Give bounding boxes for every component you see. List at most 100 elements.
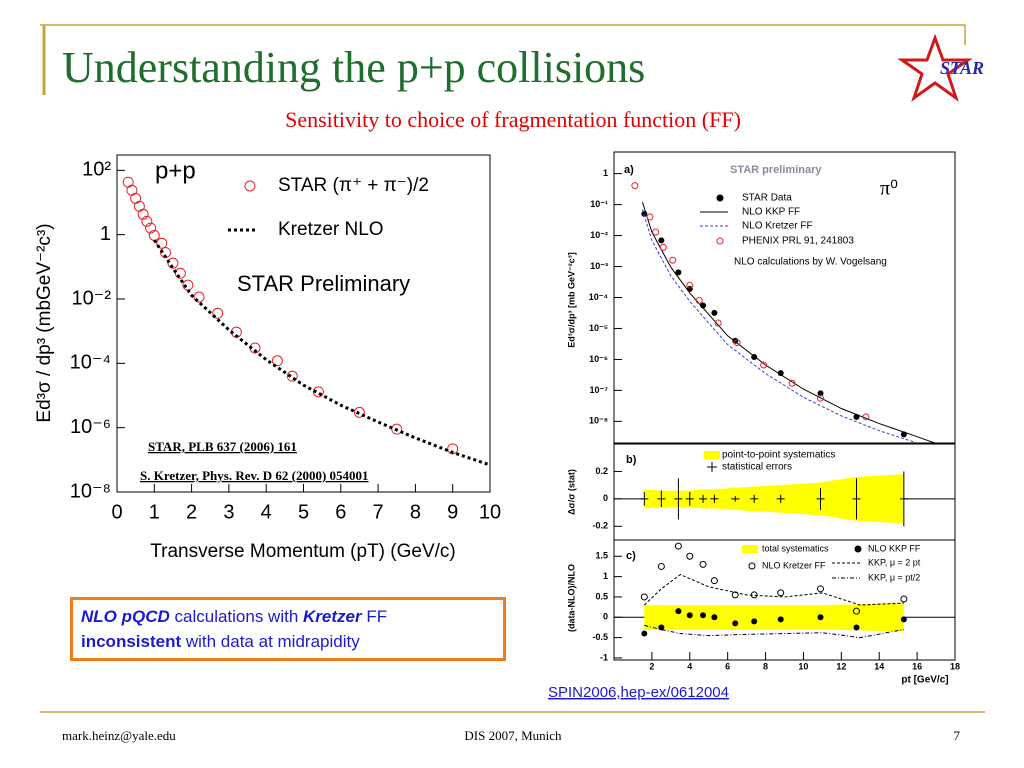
- y-tick-label: 10²: [82, 159, 111, 181]
- legend-swatch: [854, 545, 862, 553]
- x-tick-label: 6: [725, 661, 730, 671]
- note-text: with data at midrapidity: [181, 632, 360, 651]
- x-tick-label: 8: [410, 501, 421, 523]
- x-tick-label: 18: [950, 661, 960, 671]
- data-point: [686, 612, 693, 619]
- annotation: b): [626, 454, 637, 466]
- legend-swatch: [748, 562, 756, 570]
- data-point: [751, 618, 758, 625]
- legend-swatch: [704, 451, 720, 459]
- footer-left: mark.heinz@yale.edu: [62, 728, 176, 743]
- data-point: [193, 291, 205, 303]
- data-point: [760, 361, 768, 369]
- curve: [153, 239, 491, 467]
- legend-label: STAR (π⁺ + π⁻)/2: [278, 175, 429, 196]
- y-axis-label: Ed³σ / dp³ (mbGeV⁻²c³): [34, 223, 55, 422]
- data-point: [695, 297, 703, 305]
- legend-label: PHENIX PRL 91, 241803: [742, 236, 854, 247]
- data-point: [174, 267, 186, 279]
- annotation: p+p: [155, 157, 196, 184]
- x-tick-label: 5: [298, 501, 309, 523]
- data-point: [212, 307, 224, 319]
- y-tick-label: 10⁻⁸: [70, 480, 111, 502]
- y-axis-label: Ed³σ/dp³ [mb GeV⁻²c³]: [566, 252, 576, 347]
- annotation: STAR preliminary: [730, 164, 822, 176]
- y-axis-label: Δσ/σ (stat): [566, 469, 576, 515]
- data-point: [714, 319, 722, 327]
- plot-frame: [613, 151, 956, 444]
- legend-label: NLO Kretzer FF: [742, 221, 813, 232]
- note-box: NLO pQCD calculations with Kretzer FF inc…: [70, 597, 506, 661]
- note-text: NLO pQCD: [81, 607, 170, 626]
- data-point: [631, 182, 639, 190]
- y-tick-label: 1: [603, 571, 608, 581]
- x-tick-label: 4: [687, 661, 692, 671]
- y-tick-label: 1.5: [595, 551, 608, 561]
- data-point: [686, 281, 694, 289]
- data-point: [816, 394, 824, 402]
- note-text: Kretzer: [303, 607, 362, 626]
- data-point: [669, 256, 677, 264]
- data-point: [817, 614, 824, 621]
- x-tick-label: 9: [447, 501, 458, 523]
- x-tick-label: 2: [649, 661, 654, 671]
- note-text: calculations with: [169, 607, 304, 626]
- data-point: [271, 355, 283, 367]
- data-point: [686, 552, 694, 560]
- annotation: NLO calculations by W. Vogelsang: [734, 257, 887, 268]
- data-point: [777, 589, 785, 597]
- annotation: S. Kretzer, Phys. Rev. D 62 (2000) 05400…: [140, 468, 369, 483]
- y-tick-label: 1: [603, 168, 608, 178]
- x-axis-label: pt [GeV/c]: [901, 675, 948, 686]
- data-point: [353, 406, 365, 418]
- logo-text: STAR: [940, 58, 984, 78]
- data-point: [141, 215, 153, 227]
- plot-frame: [116, 154, 491, 493]
- x-tick-label: 1: [149, 501, 160, 523]
- data-point: [658, 237, 665, 244]
- y-tick-label: 0.2: [595, 466, 608, 476]
- y-tick-label: 10⁻⁴: [70, 352, 111, 374]
- y-tick-label: -0.2: [592, 521, 608, 531]
- data-point: [788, 379, 796, 387]
- systematics-band: [644, 603, 904, 632]
- title: Understanding the p+p collisions: [62, 43, 645, 92]
- y-tick-label: 1: [100, 223, 111, 245]
- curve: [641, 202, 946, 448]
- y-tick-label: 10⁻⁸: [589, 416, 608, 426]
- data-point: [391, 423, 403, 435]
- annotation: π⁰: [880, 178, 898, 200]
- y-tick-label: 0.5: [595, 591, 608, 601]
- data-point: [710, 577, 718, 585]
- annotation: STAR, PLB 637 (2006) 161: [148, 439, 297, 454]
- data-point: [732, 620, 739, 627]
- legend-label: KKP, μ = 2 pt: [868, 557, 921, 567]
- data-point: [659, 243, 667, 251]
- y-tick-label: 0: [603, 493, 608, 503]
- y-tick-label: 10⁻⁴: [589, 292, 608, 302]
- plot-frame: [613, 539, 956, 661]
- data-point: [731, 591, 739, 599]
- y-tick-label: 10⁻²: [590, 230, 608, 240]
- data-point: [817, 390, 824, 397]
- legend-swatch: [742, 545, 758, 553]
- data-point: [646, 213, 654, 221]
- data-point: [652, 228, 660, 236]
- data-point: [675, 608, 682, 615]
- y-tick-label: -1: [600, 652, 608, 662]
- y-tick-label: 10⁻⁷: [590, 385, 609, 395]
- x-tick-label: 4: [261, 501, 272, 523]
- y-tick-label: 10⁻¹: [590, 199, 608, 209]
- reference-box: [545, 683, 795, 703]
- y-axis-label: (data-NLO)/NLO: [566, 564, 576, 632]
- x-tick-label: 10: [798, 661, 808, 671]
- note-line: NLO pQCD calculations with Kretzer FF: [81, 604, 495, 629]
- curve: [643, 574, 904, 606]
- x-axis-label: Transverse Momentum (pT) (GeV/c): [150, 541, 455, 562]
- legend-swatch: [716, 237, 724, 245]
- annotation: STAR Preliminary: [237, 271, 410, 296]
- y-tick-label: -0.5: [592, 632, 608, 642]
- y-tick-label: 10⁻⁶: [589, 354, 608, 364]
